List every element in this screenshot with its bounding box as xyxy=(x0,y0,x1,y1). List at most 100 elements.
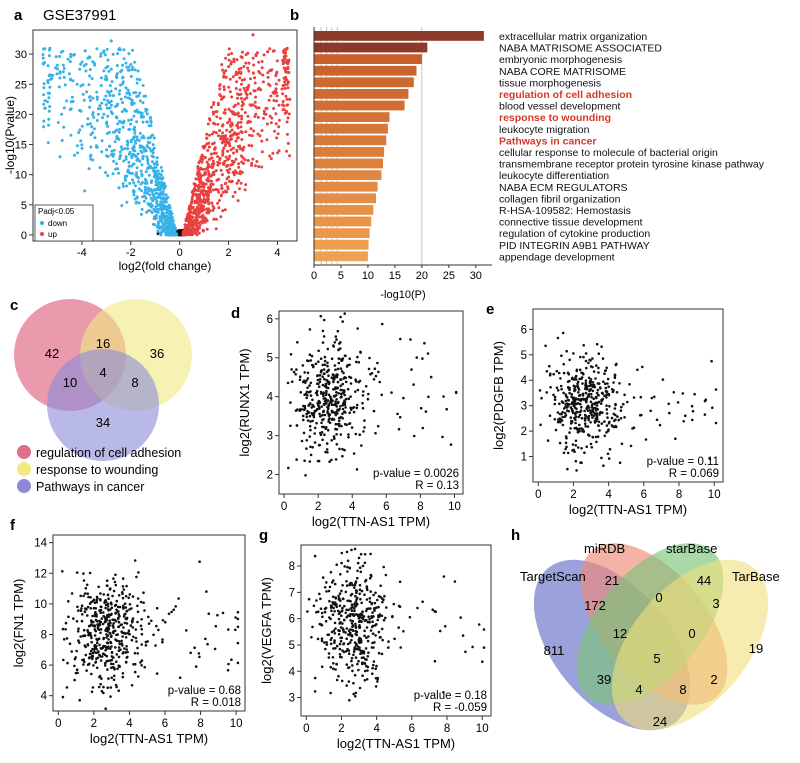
scatter-point-f xyxy=(101,622,105,626)
scatter-point-f xyxy=(64,628,67,631)
volcano-point-down xyxy=(76,151,80,155)
scatter-point-f xyxy=(221,611,225,615)
scatter-point-d xyxy=(296,341,299,344)
volcano-point-up xyxy=(246,51,250,55)
volcano-point-down xyxy=(137,201,141,205)
scatter-point-f xyxy=(185,629,188,632)
scatter-point-f xyxy=(140,632,144,636)
scatter-point-g xyxy=(374,667,378,671)
scatter-point-f xyxy=(79,594,82,598)
scatter-point-g xyxy=(358,588,362,591)
scatter-point-e xyxy=(605,393,608,397)
scatter-point-g xyxy=(377,605,380,609)
scatter-point-d xyxy=(321,329,325,333)
scatter-point-g xyxy=(342,628,345,632)
scatter-point-g xyxy=(344,611,348,615)
scatter-point-f xyxy=(106,605,110,608)
volcano-point-up xyxy=(232,146,235,150)
volcano-point-up xyxy=(236,102,240,106)
scatter-point-g xyxy=(333,621,337,625)
scatter-point-g xyxy=(334,596,338,599)
volcano-point-down xyxy=(164,193,168,197)
venn-c-adhesion-wounding: 16 xyxy=(96,336,110,351)
scatter-point-f xyxy=(106,593,110,597)
scatter-point-f xyxy=(99,592,102,595)
scatter-point-e xyxy=(592,414,596,417)
scatter-point-e xyxy=(658,423,662,427)
scatter-point-f xyxy=(117,639,121,643)
scatter-point-e xyxy=(632,396,636,399)
volcano-point-up xyxy=(204,172,208,176)
scatter-point-e xyxy=(574,385,577,389)
scatter-point-e xyxy=(614,425,618,429)
scatter-point-d xyxy=(341,412,344,416)
volcano-point-up xyxy=(270,116,274,120)
scatter-point-d xyxy=(342,377,346,380)
scatter-point-f xyxy=(132,663,135,666)
scatter-xtick-label-f: 10 xyxy=(230,718,243,730)
volcano-point-up xyxy=(272,49,276,53)
scatter-point-g xyxy=(374,685,378,688)
volcano-point-up xyxy=(232,57,236,61)
bar-xtick-label: 20 xyxy=(416,270,428,282)
scatter-point-d xyxy=(317,360,320,364)
volcano-point-down xyxy=(148,146,152,150)
volcano-point-up xyxy=(202,218,206,222)
volcano-point-down xyxy=(54,55,58,59)
scatter-point-e xyxy=(619,417,623,420)
scatter-point-e xyxy=(612,381,615,384)
scatter-point-f xyxy=(112,662,115,666)
scatter-point-d xyxy=(298,375,302,379)
scatter-ylabel-d: log2(RUNX1 TPM) xyxy=(237,348,252,456)
scatter-point-g xyxy=(321,615,324,619)
scatter-point-d xyxy=(396,412,399,416)
volcano-point-down xyxy=(88,105,92,109)
scatter-point-d xyxy=(318,380,322,384)
scatter-point-f xyxy=(227,662,230,666)
scatter-point-e xyxy=(586,433,590,437)
scatter-point-d xyxy=(341,404,345,407)
volcano-point-down xyxy=(157,207,161,211)
volcano-point-up xyxy=(196,166,200,170)
scatter-point-f xyxy=(90,619,93,622)
scatter-point-f xyxy=(161,619,165,622)
volcano-point-up xyxy=(251,71,255,75)
volcano-point-up xyxy=(260,150,264,154)
bar-mark xyxy=(314,135,387,146)
volcano-point-up xyxy=(221,151,225,155)
scatter-point-e xyxy=(676,401,680,404)
scatter-point-g xyxy=(361,610,364,613)
volcano-point-down xyxy=(80,143,84,147)
volcano-point-up xyxy=(200,189,204,192)
volcano-point-down xyxy=(70,95,74,99)
scatter-point-g xyxy=(371,632,375,635)
volcano-point-down xyxy=(121,125,125,129)
volcano-point-down xyxy=(95,90,99,94)
scatter-point-f xyxy=(100,617,104,620)
panel-letter-c: c xyxy=(10,297,18,314)
scatter-point-d xyxy=(322,372,326,376)
scatter-point-f xyxy=(130,638,134,642)
scatter-point-d xyxy=(290,380,294,384)
scatter-point-g xyxy=(341,649,344,652)
volcano-point-up xyxy=(192,188,196,192)
volcano-point-up xyxy=(230,52,234,55)
volcano-point-up xyxy=(247,144,251,147)
volcano-point-down xyxy=(90,77,94,80)
scatter-ytick-label-g: 3 xyxy=(289,693,295,705)
legend-dot-down xyxy=(40,221,44,225)
volcano-point-up xyxy=(227,107,231,111)
bar-mark xyxy=(314,54,422,64)
volcano-point-down xyxy=(146,162,150,166)
scatter-point-g xyxy=(325,641,328,644)
scatter-point-d xyxy=(429,375,433,379)
scatter-point-g xyxy=(354,629,358,633)
scatter-point-f xyxy=(127,596,130,600)
scatter-point-e xyxy=(578,423,581,427)
scatter-point-e xyxy=(618,382,621,385)
volcano-point-up xyxy=(254,95,258,99)
scatter-point-e xyxy=(587,376,591,380)
scatter-point-g xyxy=(348,641,352,644)
scatter-point-d xyxy=(322,397,326,400)
